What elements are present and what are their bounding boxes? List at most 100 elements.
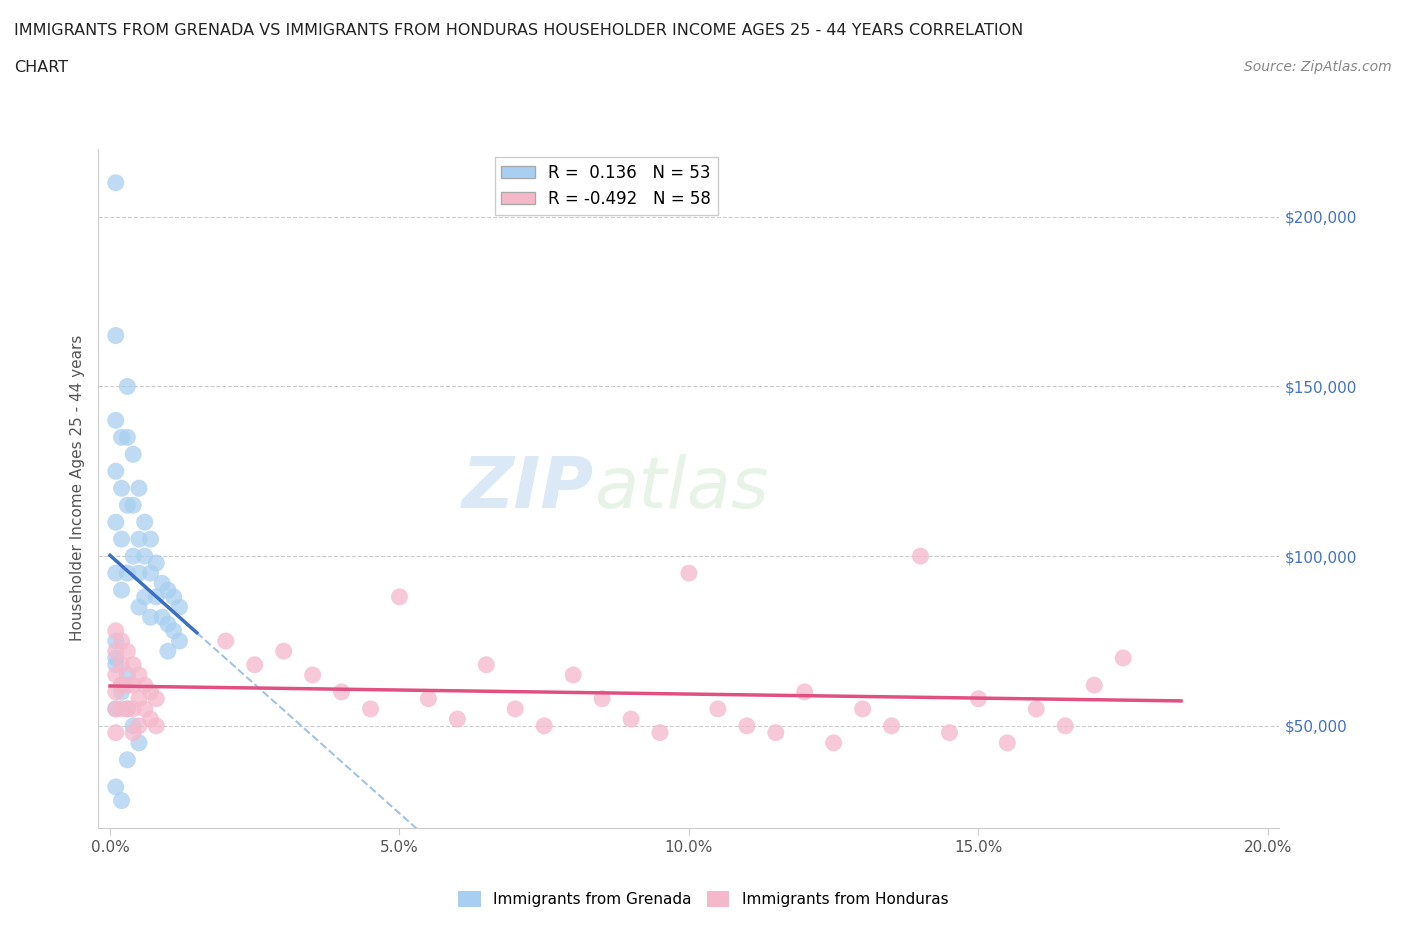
Point: [1112, 651, 1135, 666]
Point: [104, 413, 127, 428]
Point: [1054, 718, 1077, 733]
Point: [134, 678, 156, 693]
Legend: Immigrants from Grenada, Immigrants from Honduras: Immigrants from Grenada, Immigrants from…: [451, 884, 955, 913]
Point: [446, 711, 468, 726]
Point: [139, 532, 162, 547]
Point: [330, 684, 353, 699]
Point: [995, 736, 1018, 751]
Point: [1025, 701, 1047, 716]
Point: [273, 644, 295, 658]
Point: [104, 725, 127, 740]
Point: [156, 582, 179, 598]
Point: [110, 658, 132, 672]
Point: [122, 658, 145, 672]
Point: [243, 658, 266, 672]
Point: [110, 582, 132, 598]
Point: [128, 668, 150, 683]
Point: [156, 617, 179, 631]
Point: [117, 565, 139, 580]
Point: [104, 684, 127, 699]
Point: [110, 430, 132, 445]
Point: [117, 644, 139, 658]
Text: CHART: CHART: [14, 60, 67, 75]
Point: [117, 701, 139, 716]
Point: [163, 623, 186, 638]
Point: [110, 532, 132, 547]
Point: [475, 658, 498, 672]
Point: [104, 623, 127, 638]
Point: [104, 651, 127, 666]
Point: [591, 691, 613, 706]
Point: [104, 633, 127, 648]
Point: [301, 668, 323, 683]
Point: [910, 549, 932, 564]
Point: [110, 481, 132, 496]
Point: [110, 701, 132, 716]
Point: [104, 668, 127, 683]
Point: [117, 379, 139, 394]
Point: [104, 328, 127, 343]
Point: [134, 590, 156, 604]
Point: [128, 691, 150, 706]
Point: [134, 549, 156, 564]
Point: [707, 701, 730, 716]
Point: [117, 678, 139, 693]
Point: [139, 610, 162, 625]
Point: [122, 549, 145, 564]
Text: Source: ZipAtlas.com: Source: ZipAtlas.com: [1244, 60, 1392, 74]
Point: [128, 481, 150, 496]
Point: [122, 701, 145, 716]
Text: IMMIGRANTS FROM GRENADA VS IMMIGRANTS FROM HONDURAS HOUSEHOLDER INCOME AGES 25 -: IMMIGRANTS FROM GRENADA VS IMMIGRANTS FR…: [14, 23, 1024, 38]
Point: [104, 464, 127, 479]
Point: [104, 658, 127, 672]
Point: [735, 718, 758, 733]
Text: atlas: atlas: [595, 454, 769, 523]
Point: [562, 668, 585, 683]
Point: [533, 718, 555, 733]
Point: [110, 633, 132, 648]
Point: [117, 668, 139, 683]
Point: [134, 515, 156, 530]
Point: [169, 633, 191, 648]
Point: [648, 725, 671, 740]
Point: [145, 718, 167, 733]
Point: [104, 701, 127, 716]
Point: [104, 644, 127, 658]
Point: [156, 644, 179, 658]
Point: [150, 610, 173, 625]
Point: [128, 565, 150, 580]
Point: [122, 678, 145, 693]
Point: [145, 691, 167, 706]
Point: [418, 691, 440, 706]
Point: [117, 752, 139, 767]
Point: [145, 555, 167, 570]
Point: [122, 718, 145, 733]
Point: [122, 725, 145, 740]
Point: [139, 711, 162, 726]
Point: [110, 793, 132, 808]
Point: [117, 430, 139, 445]
Point: [104, 779, 127, 794]
Point: [967, 691, 990, 706]
Point: [388, 590, 411, 604]
Point: [122, 498, 145, 512]
Point: [128, 736, 150, 751]
Point: [128, 718, 150, 733]
Point: [122, 447, 145, 462]
Point: [678, 565, 700, 580]
Point: [117, 498, 139, 512]
Point: [938, 725, 960, 740]
Point: [620, 711, 643, 726]
Point: [128, 600, 150, 615]
Y-axis label: Householder Income Ages 25 - 44 years: Householder Income Ages 25 - 44 years: [69, 335, 84, 642]
Point: [128, 532, 150, 547]
Point: [134, 701, 156, 716]
Legend: R =  0.136   N = 53, R = -0.492   N = 58: R = 0.136 N = 53, R = -0.492 N = 58: [495, 157, 717, 215]
Point: [169, 600, 191, 615]
Point: [765, 725, 787, 740]
Point: [104, 515, 127, 530]
Point: [793, 684, 815, 699]
Point: [1083, 678, 1105, 693]
Point: [360, 701, 382, 716]
Point: [110, 678, 132, 693]
